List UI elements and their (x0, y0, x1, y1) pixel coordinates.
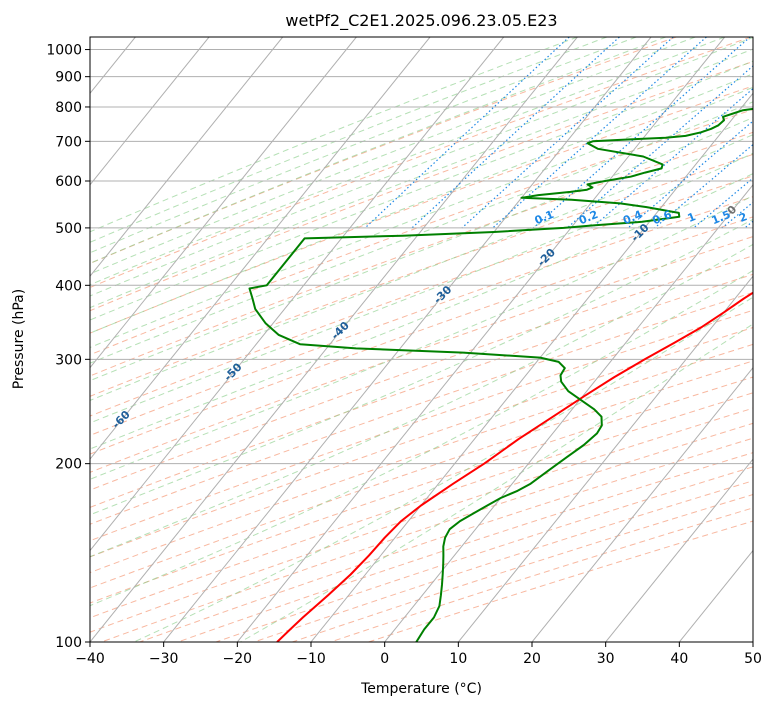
moist-adiabat (90, 37, 725, 286)
mixing-ratio-line (492, 37, 707, 229)
y-tick-label: 500 (55, 221, 82, 237)
moist-adiabat (90, 37, 608, 243)
y-tick-label: 100 (55, 635, 82, 651)
moist-adiabat (90, 86, 753, 349)
chart-title: wetPf2_C2E1.2025.096.23.05.E23 (285, 11, 557, 31)
dry-adiabat (90, 376, 753, 604)
x-tick-label: 30 (597, 651, 615, 667)
moist-adiabat (90, 37, 637, 254)
isotherm-line (90, 37, 210, 186)
dry-adiabat (90, 37, 677, 264)
dry-adiabat (90, 327, 753, 558)
dry-adiabat (330, 507, 753, 642)
x-tick-label: 0 (380, 651, 389, 667)
dry-adiabat (90, 153, 753, 397)
temperature-profile-line (276, 291, 753, 642)
x-tick-label: −30 (149, 651, 179, 667)
dry-adiabat (90, 291, 753, 525)
dry-adiabat (90, 85, 753, 334)
moist-adiabat (90, 48, 753, 309)
y-tick-label: 200 (55, 457, 82, 473)
background-lines (90, 37, 753, 642)
moist-adiabat (90, 243, 753, 558)
dry-adiabat (90, 236, 753, 473)
plot-frame (89, 36, 754, 643)
isotherm-line (90, 37, 357, 369)
dry-adiabat (90, 343, 753, 574)
dry-adiabat (90, 255, 753, 491)
dry-adiabat (90, 216, 753, 455)
mixing-ratio-line (591, 87, 753, 229)
axes: −40 −30 −20 −10 0 10 20 30 40 50 100 200 300 400 500 60… (46, 43, 762, 667)
dry-adiabat (101, 422, 753, 642)
x-tick-label: −40 (75, 651, 105, 667)
mixing-ratio-line (461, 37, 674, 229)
mixing-ratio-line (411, 37, 620, 229)
x-tick-label: 20 (523, 651, 541, 667)
y-tick-label: 700 (55, 134, 82, 150)
isotherm-line (531, 366, 753, 642)
isotherm-line (457, 275, 753, 642)
dry-adiabat (90, 407, 753, 633)
y-tick-label: 300 (55, 352, 82, 368)
x-tick-label: 10 (449, 651, 467, 667)
y-tick-label: 400 (55, 278, 82, 294)
moist-adiabat (240, 323, 753, 642)
dry-adiabat (90, 392, 753, 619)
isotherm-line (605, 458, 753, 642)
moist-adiabat (90, 101, 753, 364)
mixing-ratio-line (533, 37, 751, 229)
x-tick-label: 40 (670, 651, 688, 667)
isotherm-line (310, 92, 753, 642)
pressure-grid (90, 49, 753, 642)
x-tick-label: −10 (296, 651, 326, 667)
y-axis-title: Pressure (hPa) (11, 289, 27, 389)
y-tick-label: 1000 (46, 43, 82, 59)
dry-adiabat (90, 360, 753, 589)
isotherm-line (90, 37, 431, 460)
isotherm-line (163, 37, 652, 642)
y-tick-label: 800 (55, 100, 82, 116)
isotherm-line (384, 183, 753, 642)
isotherm-line (90, 37, 578, 642)
mixing-ratio-label: 2 (737, 210, 749, 225)
moist-adiabat (90, 73, 753, 334)
x-axis-title: Temperature (°C) (360, 681, 482, 697)
dry-adiabat (90, 309, 753, 542)
mixing-ratio-label: 1 (686, 210, 698, 225)
isotherm-line (90, 37, 505, 552)
sounding-profiles (248, 107, 753, 642)
dry-adiabat (292, 493, 753, 642)
y-tick-label: 600 (55, 174, 82, 190)
y-tick-label: 900 (55, 70, 82, 86)
dewpoint-profile-line (248, 107, 753, 642)
dry-adiabat (90, 196, 753, 436)
mixing-ratio-line (364, 37, 570, 229)
x-tick-label: 50 (744, 651, 762, 667)
isotherm-line (90, 37, 284, 278)
moist-adiabat (90, 37, 696, 275)
moist-adiabat (90, 37, 666, 264)
moist-adiabat (90, 152, 753, 424)
mixing-ratio-line (566, 65, 753, 229)
moist-adiabat (90, 37, 753, 297)
moist-adiabat (133, 296, 753, 642)
x-tick-label: −20 (223, 651, 253, 667)
moist-adiabat (90, 218, 753, 516)
